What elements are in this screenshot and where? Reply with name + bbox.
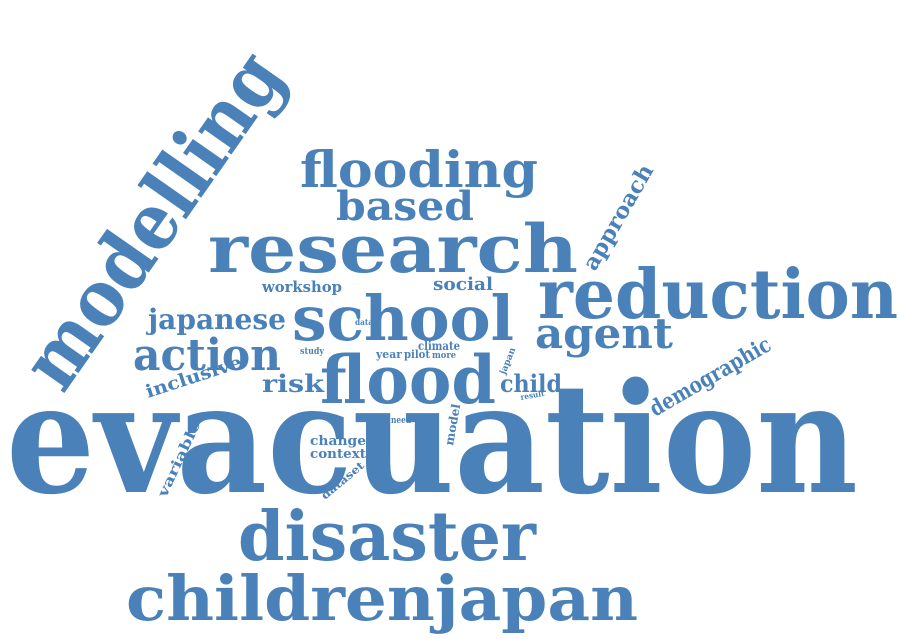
word-study: study xyxy=(300,347,325,357)
word-agent: agent xyxy=(535,309,674,358)
word-disaster: disaster xyxy=(238,497,537,577)
word-flooding: flooding xyxy=(300,140,538,199)
word-workshop: workshop xyxy=(261,278,342,296)
word-childrenjapan: childrenjapan xyxy=(126,562,638,635)
word-change: change xyxy=(310,434,366,449)
word-data: data xyxy=(355,317,373,327)
word-pilot: pilot xyxy=(404,348,431,361)
word-need: need xyxy=(391,416,412,426)
word-action: action xyxy=(133,330,281,381)
word-evacuation: evacuation xyxy=(6,349,858,528)
word-risk: risk xyxy=(262,369,326,398)
word-climate: climate xyxy=(418,339,460,353)
word-year: year xyxy=(375,348,402,361)
word-child: child xyxy=(500,369,562,398)
word-reduction: reduction xyxy=(538,255,898,335)
word-based: based xyxy=(336,183,474,230)
word-japanese: japanese xyxy=(145,303,286,336)
word-school: school xyxy=(292,282,514,355)
word-research: research xyxy=(208,210,578,288)
word-result: result xyxy=(520,388,546,402)
word-social: social xyxy=(433,274,493,295)
word-more: more xyxy=(432,351,456,361)
word-flood: flood xyxy=(320,341,496,419)
word-context: context xyxy=(310,447,366,462)
